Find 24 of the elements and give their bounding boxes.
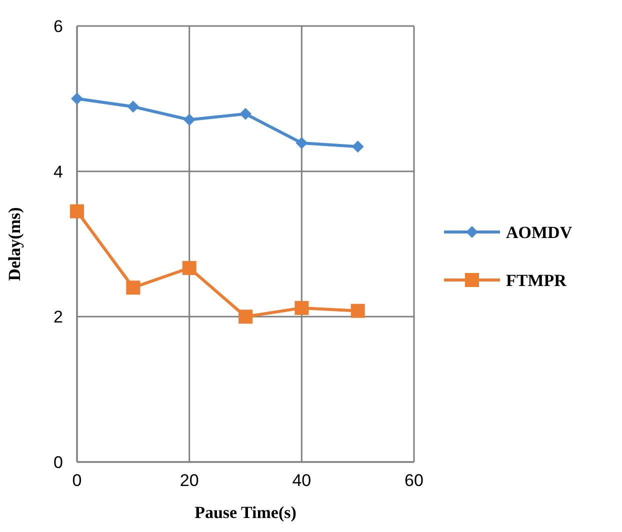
point <box>352 140 364 153</box>
y-tick-label: 0 <box>54 453 63 472</box>
point <box>126 280 140 295</box>
y-tick-label: 4 <box>54 162 63 182</box>
x-tick-label: 0 <box>72 471 82 490</box>
point <box>127 100 140 113</box>
x-tick-label: 20 <box>180 471 199 490</box>
point <box>296 136 308 149</box>
point <box>70 204 84 218</box>
x-tick-label: 60 <box>404 471 424 490</box>
x-axis-title: Pause Time(s) <box>194 503 296 522</box>
legend-label: AOMDV <box>506 223 573 242</box>
y-tick-label: 2 <box>54 308 63 327</box>
legend-label: FTMPR <box>506 271 568 290</box>
point <box>294 300 309 315</box>
point <box>240 108 252 120</box>
point <box>182 260 196 275</box>
y-axis-title: Delay(ms) <box>5 207 24 281</box>
point <box>183 114 196 126</box>
point <box>238 310 252 324</box>
x-tick-label: 40 <box>292 471 312 490</box>
point <box>350 304 365 318</box>
y-tick-label: 6 <box>54 17 63 36</box>
point <box>71 92 83 105</box>
